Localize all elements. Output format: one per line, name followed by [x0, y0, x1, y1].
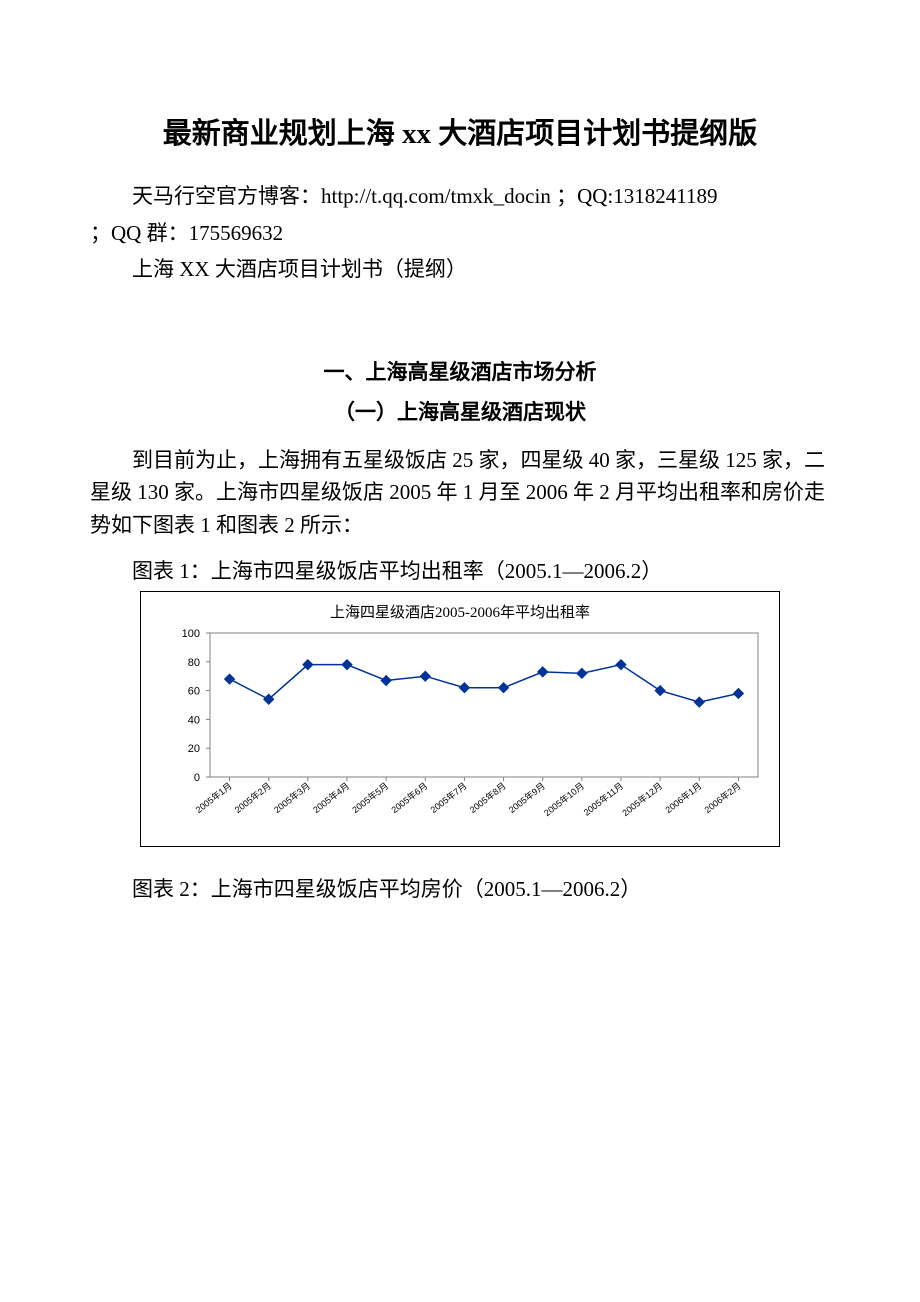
svg-text:0: 0: [194, 772, 200, 784]
svg-text:20: 20: [188, 743, 200, 755]
svg-text:上海四星级酒店2005-2006年平均出租率: 上海四星级酒店2005-2006年平均出租率: [330, 604, 590, 621]
section-heading-1: 一、上海高星级酒店市场分析: [90, 356, 830, 386]
intro-paragraph-3: 上海 XX 大酒店项目计划书（提纲）: [90, 253, 830, 286]
svg-text:100: 100: [182, 628, 200, 640]
body-paragraph-1: 到目前为止，上海拥有五星级饭店 25 家，四星级 40 家，三星级 125 家，…: [90, 444, 830, 542]
chart1-container: 上海四星级酒店2005-2006年平均出租率0204060801002005年1…: [140, 591, 780, 847]
chart1-line-chart: 上海四星级酒店2005-2006年平均出租率0204060801002005年1…: [140, 591, 780, 847]
chart2-caption: 图表 2：上海市四星级饭店平均房价（2005.1—2006.2）: [90, 873, 830, 903]
section-subheading-1: （一）上海高星级酒店现状: [90, 396, 830, 426]
svg-text:40: 40: [188, 715, 200, 727]
chart1-caption: 图表 1：上海市四星级饭店平均出租率（2005.1—2006.2）: [90, 555, 830, 585]
svg-text:80: 80: [188, 657, 200, 669]
intro-paragraph-2: ；QQ 群：175569632: [90, 217, 830, 250]
document-title: 最新商业规划上海 xx 大酒店项目计划书提纲版: [90, 110, 830, 152]
intro-paragraph-1: 天马行空官方博客：http://t.qq.com/tmxk_docin ；QQ:…: [90, 180, 830, 213]
svg-text:60: 60: [188, 686, 200, 698]
